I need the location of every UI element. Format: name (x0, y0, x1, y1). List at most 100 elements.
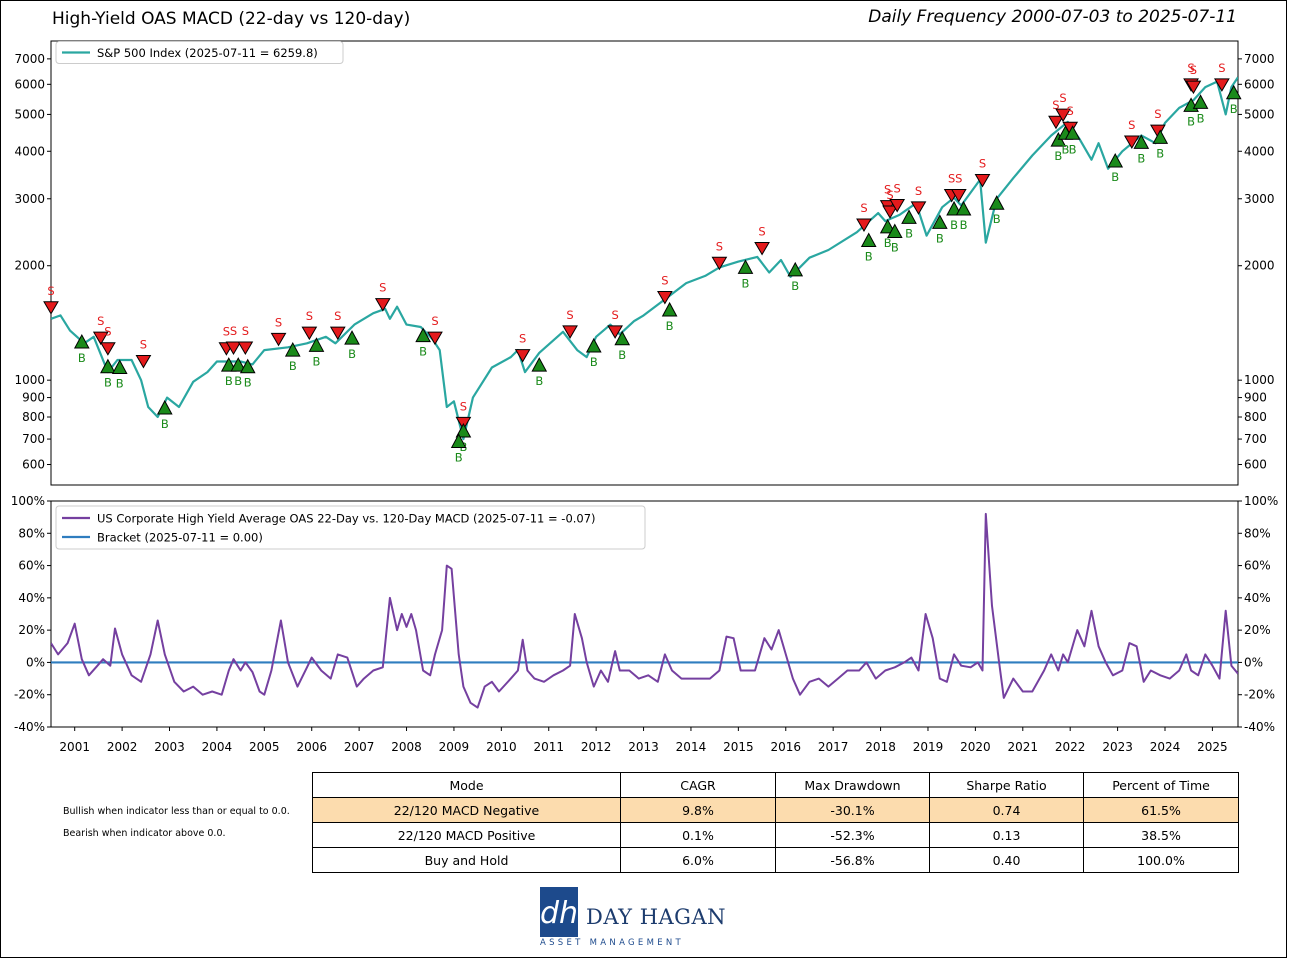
buy-signal-label: B (1054, 149, 1062, 163)
sell-signal-label: S (1218, 61, 1225, 75)
buy-signal-marker (1107, 152, 1124, 168)
sell-signal-label: S (884, 183, 891, 197)
x-tick-label: 2020 (960, 740, 991, 754)
sell-signal-marker (889, 199, 906, 213)
x-tick-label: 2010 (486, 740, 517, 754)
y-tick-label: 80% (1244, 526, 1271, 540)
sell-signal-label: S (140, 337, 147, 351)
performance-table: Mode CAGR Max Drawdown Sharpe Ratio Perc… (312, 772, 1239, 873)
x-tick-label: 2011 (533, 740, 564, 754)
buy-signal-marker (284, 342, 301, 357)
table-cell: 0.74 (929, 797, 1084, 823)
bearish-note: Bearish when indicator above 0.0. (63, 828, 226, 839)
sell-signal-marker (329, 326, 346, 341)
buy-signal-label: B (742, 276, 750, 290)
sell-signal-marker (1055, 108, 1071, 123)
sell-signal-label: S (894, 182, 901, 196)
buy-signal-marker (415, 327, 431, 343)
buy-signal-label: B (234, 374, 242, 388)
buy-signal-marker (1192, 94, 1209, 109)
y-tick-label: 5000 (1244, 107, 1275, 121)
y-tick-label: 100% (11, 494, 45, 508)
y-tick-label: 20% (1244, 623, 1271, 637)
buy-signal-label: B (936, 231, 944, 245)
x-tick-label: 2023 (1102, 740, 1133, 754)
sell-signal-marker (301, 326, 318, 341)
y-tick-label: 1000 (14, 373, 45, 387)
y-tick-label: 4000 (14, 144, 45, 158)
buy-signal-label: B (993, 212, 1001, 226)
bullish-note: Bullish when indicator less than or equa… (63, 806, 290, 817)
sell-signal-marker (43, 301, 59, 315)
y-tick-label: 20% (18, 623, 45, 637)
sell-signal-marker (1150, 124, 1166, 139)
table-header-row: Mode CAGR Max Drawdown Sharpe Ratio Perc… (312, 772, 1239, 798)
sell-signal-marker (427, 331, 443, 346)
buy-signal-marker (220, 357, 237, 372)
sell-signal-label: S (915, 184, 922, 198)
sell-signal-label: S (275, 315, 282, 329)
x-tick-label: 2008 (391, 740, 422, 754)
buy-signal-marker (531, 357, 548, 372)
table-row: 22/120 MACD Negative 9.8% -30.1% 0.74 61… (312, 797, 1239, 823)
buy-signal-label: B (1111, 170, 1119, 184)
table-header: Percent of Time (1083, 772, 1239, 798)
buy-signal-marker (946, 200, 962, 216)
buy-signal-marker (100, 358, 116, 374)
x-tick-label: 2004 (202, 740, 233, 754)
sell-signal-marker (100, 342, 116, 356)
buy-signal-marker (1064, 125, 1081, 140)
x-tick-label: 2019 (913, 740, 944, 754)
buy-signal-label: B (313, 354, 321, 368)
sell-signal-marker (92, 331, 109, 346)
x-tick-label: 2016 (770, 740, 801, 754)
x-tick-label: 2007 (344, 740, 375, 754)
sell-signal-label: S (979, 157, 986, 171)
sell-signal-marker (237, 341, 254, 356)
macd-series-line (51, 512, 1238, 709)
logo-glyph-icon: dh (540, 896, 578, 931)
sell-signal-label: S (1154, 107, 1161, 121)
x-tick-label: 2021 (1008, 740, 1039, 754)
macd-legend: US Corporate High Yield Average OAS 22-D… (55, 505, 646, 550)
sell-signal-marker (562, 325, 578, 339)
buy-signal-label: B (1069, 142, 1077, 156)
y-tick-label: 1000 (1244, 373, 1275, 387)
sell-signal-marker (1214, 78, 1230, 92)
table-cell: 0.13 (929, 822, 1084, 848)
buy-signal-marker (901, 209, 917, 224)
table-cell: 0.40 (929, 847, 1084, 873)
y-tick-label: 3000 (14, 192, 45, 206)
buy-signal-label: B (348, 347, 356, 361)
buy-signal-label: B (419, 345, 427, 359)
table-cell: 6.0% (620, 847, 776, 873)
y-tick-label: 40% (1244, 591, 1271, 605)
legend-label: US Corporate High Yield Average OAS 22-D… (97, 512, 596, 526)
table-header: CAGR (620, 772, 776, 798)
sell-signal-marker (1123, 135, 1140, 150)
sell-signal-label: S (1190, 63, 1197, 77)
y-tick-label: 6000 (1244, 77, 1275, 91)
logo-glyph-text: dh (540, 896, 578, 931)
price-panel-border (50, 40, 1239, 486)
buy-signal-label: B (1137, 151, 1145, 165)
y-tick-label: 7000 (14, 52, 45, 66)
buy-signal-label: B (225, 374, 233, 388)
y-tick-label: 80% (18, 526, 45, 540)
buy-signal-label: B (1197, 111, 1205, 125)
x-tick-label: 2022 (1055, 740, 1086, 754)
sell-signal-label: S (886, 188, 893, 202)
buy-signal-label: B (1230, 102, 1238, 116)
table-header: Max Drawdown (775, 772, 930, 798)
y-tick-label: 600 (22, 458, 45, 472)
y-tick-label: 700 (1244, 432, 1267, 446)
sell-signal-marker (910, 201, 927, 215)
table-cell: -56.8% (775, 847, 930, 873)
sell-signal-label: S (306, 309, 313, 323)
x-tick-label: 2025 (1197, 740, 1228, 754)
buy-signal-marker (1133, 134, 1150, 149)
buy-signal-label: B (535, 374, 543, 388)
sell-signal-label: S (566, 308, 573, 322)
legend-box (55, 505, 646, 550)
sell-signal-marker (374, 298, 391, 312)
